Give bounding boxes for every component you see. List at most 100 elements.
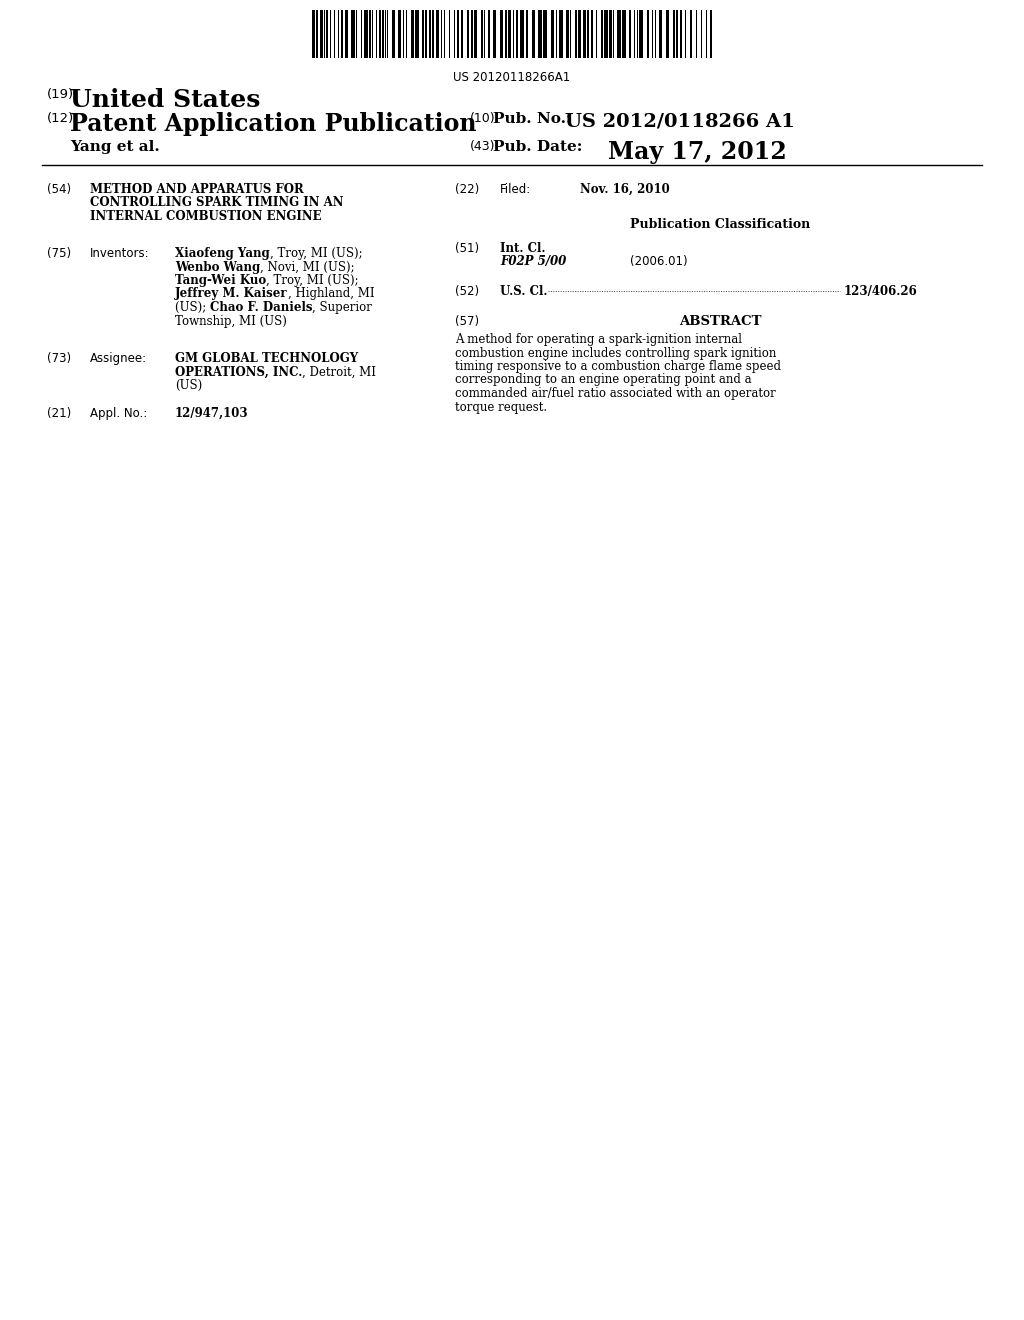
Text: Nov. 16, 2010: Nov. 16, 2010 xyxy=(580,183,670,195)
Text: Publication Classification: Publication Classification xyxy=(630,218,810,231)
Text: Filed:: Filed: xyxy=(500,183,531,195)
Bar xyxy=(508,11,511,58)
Text: (2006.01): (2006.01) xyxy=(630,256,688,268)
Bar xyxy=(609,11,612,58)
Bar xyxy=(622,11,626,58)
Text: F02P 5/00: F02P 5/00 xyxy=(500,256,566,268)
Bar xyxy=(659,11,662,58)
Text: US 2012/0118266 A1: US 2012/0118266 A1 xyxy=(565,112,795,129)
Text: , Novi, MI (US);: , Novi, MI (US); xyxy=(260,260,355,273)
Text: (57): (57) xyxy=(455,315,479,327)
Text: (10): (10) xyxy=(470,112,496,125)
Text: INTERNAL COMBUSTION ENGINE: INTERNAL COMBUSTION ENGINE xyxy=(90,210,322,223)
Text: (73): (73) xyxy=(47,352,71,366)
Bar xyxy=(474,11,477,58)
Text: US 20120118266A1: US 20120118266A1 xyxy=(454,71,570,84)
Bar xyxy=(559,11,563,58)
Bar xyxy=(575,11,577,58)
Bar xyxy=(578,11,581,58)
Text: Tang-Wei Kuo: Tang-Wei Kuo xyxy=(175,275,266,286)
Bar xyxy=(532,11,535,58)
Bar xyxy=(369,11,371,58)
Text: (75): (75) xyxy=(47,247,71,260)
Text: (US);: (US); xyxy=(175,301,210,314)
Text: (22): (22) xyxy=(455,183,479,195)
Text: (51): (51) xyxy=(455,242,479,255)
Text: CONTROLLING SPARK TIMING IN AN: CONTROLLING SPARK TIMING IN AN xyxy=(90,197,343,210)
Text: Wenbo Wang: Wenbo Wang xyxy=(175,260,260,273)
Bar xyxy=(710,11,712,58)
Bar xyxy=(587,11,589,58)
Bar xyxy=(312,11,315,58)
Text: Pub. No.:: Pub. No.: xyxy=(493,112,571,125)
Bar xyxy=(690,11,692,58)
Bar xyxy=(471,11,473,58)
Text: , Troy, MI (US);: , Troy, MI (US); xyxy=(269,247,362,260)
Bar xyxy=(516,11,518,58)
Text: (21): (21) xyxy=(47,407,72,420)
Text: commanded air/fuel ratio associated with an operator: commanded air/fuel ratio associated with… xyxy=(455,387,776,400)
Bar xyxy=(604,11,608,58)
Bar xyxy=(493,11,496,58)
Text: Jeffrey M. Kaiser: Jeffrey M. Kaiser xyxy=(175,288,288,301)
Text: Xiaofeng Yang: Xiaofeng Yang xyxy=(175,247,269,260)
Text: 12/947,103: 12/947,103 xyxy=(175,407,249,420)
Text: (52): (52) xyxy=(455,285,479,298)
Bar xyxy=(481,11,483,58)
Bar xyxy=(538,11,542,58)
Bar xyxy=(319,11,323,58)
Bar xyxy=(520,11,524,58)
Bar xyxy=(551,11,554,58)
Text: Chao F. Daniels: Chao F. Daniels xyxy=(210,301,312,314)
Text: (43): (43) xyxy=(470,140,496,153)
Bar xyxy=(415,11,419,58)
Bar xyxy=(316,11,318,58)
Text: Assignee:: Assignee: xyxy=(90,352,147,366)
Text: May 17, 2012: May 17, 2012 xyxy=(608,140,786,164)
Text: torque request.: torque request. xyxy=(455,400,547,413)
Text: A method for operating a spark-ignition internal: A method for operating a spark-ignition … xyxy=(455,333,742,346)
Bar xyxy=(591,11,593,58)
Text: ABSTRACT: ABSTRACT xyxy=(679,315,761,327)
Bar xyxy=(341,11,343,58)
Text: Inventors:: Inventors: xyxy=(90,247,150,260)
Bar xyxy=(379,11,381,58)
Bar xyxy=(467,11,469,58)
Text: timing responsive to a combustion charge flame speed: timing responsive to a combustion charge… xyxy=(455,360,781,374)
Bar xyxy=(351,11,355,58)
Bar xyxy=(392,11,395,58)
Bar xyxy=(680,11,682,58)
Text: OPERATIONS, INC.: OPERATIONS, INC. xyxy=(175,366,302,379)
Bar xyxy=(639,11,643,58)
Bar xyxy=(364,11,368,58)
Text: , Troy, MI (US);: , Troy, MI (US); xyxy=(266,275,358,286)
Bar xyxy=(422,11,424,58)
Text: United States: United States xyxy=(70,88,260,112)
Bar xyxy=(666,11,669,58)
Text: Pub. Date:: Pub. Date: xyxy=(493,140,583,154)
Bar xyxy=(411,11,414,58)
Bar xyxy=(676,11,678,58)
Text: Patent Application Publication: Patent Application Publication xyxy=(70,112,476,136)
Bar xyxy=(326,11,328,58)
Text: (19): (19) xyxy=(47,88,74,102)
Bar xyxy=(526,11,528,58)
Text: (54): (54) xyxy=(47,183,71,195)
Bar xyxy=(345,11,348,58)
Text: Yang et al.: Yang et al. xyxy=(70,140,160,154)
Text: GM GLOBAL TECHNOLOGY: GM GLOBAL TECHNOLOGY xyxy=(175,352,358,366)
Bar xyxy=(382,11,384,58)
Text: Appl. No.:: Appl. No.: xyxy=(90,407,147,420)
Text: (US): (US) xyxy=(175,379,203,392)
Bar xyxy=(429,11,431,58)
Bar xyxy=(673,11,675,58)
Bar xyxy=(500,11,503,58)
Text: , Highland, MI: , Highland, MI xyxy=(288,288,374,301)
Bar xyxy=(601,11,603,58)
Text: Township, MI (US): Township, MI (US) xyxy=(175,314,287,327)
Bar xyxy=(629,11,631,58)
Text: corresponding to an engine operating point and a: corresponding to an engine operating poi… xyxy=(455,374,752,387)
Bar xyxy=(617,11,621,58)
Text: U.S. Cl.: U.S. Cl. xyxy=(500,285,548,298)
Bar xyxy=(425,11,427,58)
